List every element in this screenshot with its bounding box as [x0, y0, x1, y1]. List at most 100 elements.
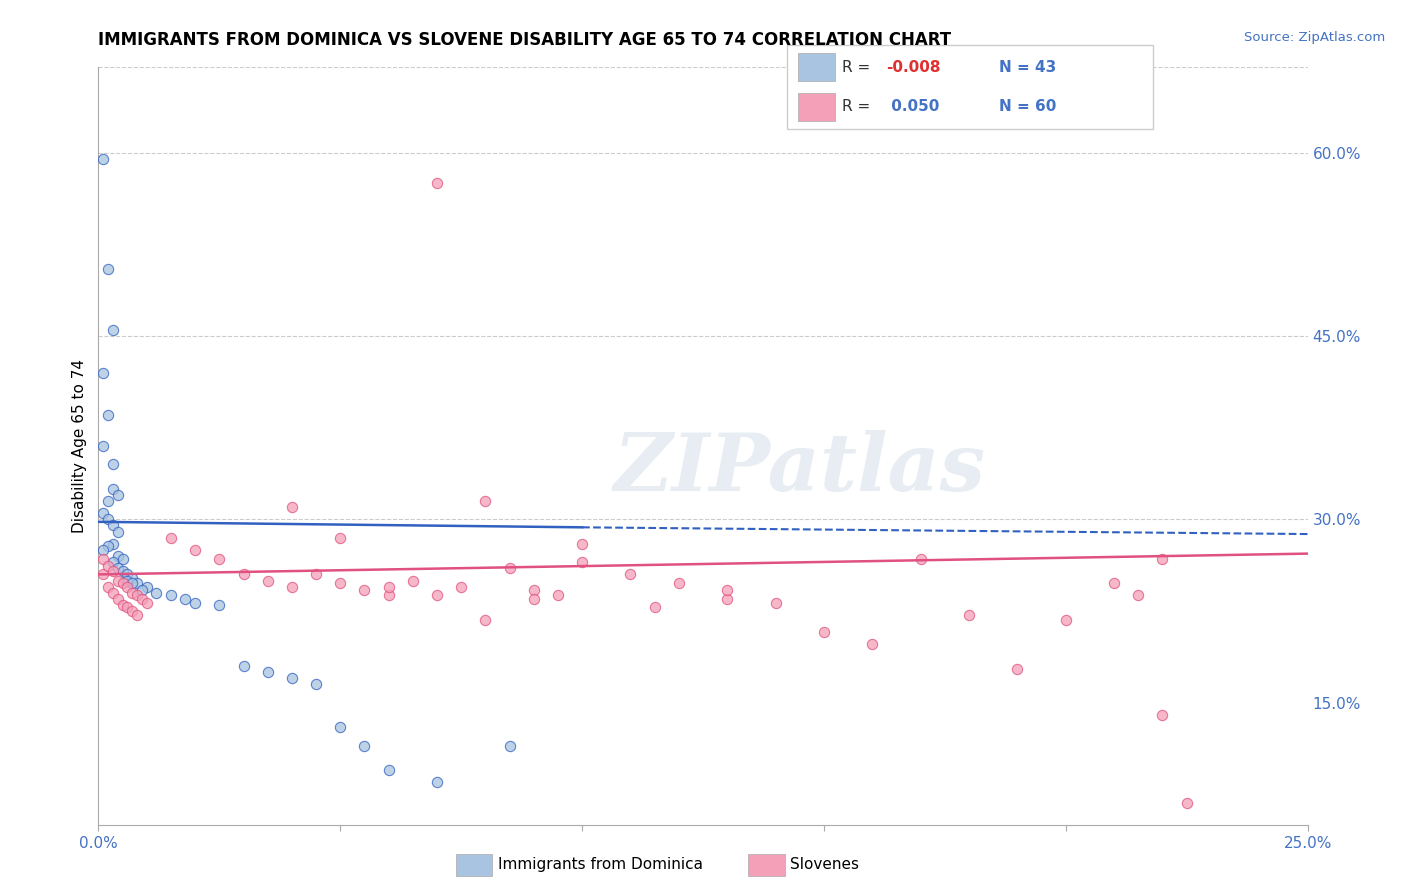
Point	[765, 595, 787, 609]
Text: -0.008: -0.008	[886, 60, 941, 75]
Text: R =: R =	[842, 60, 876, 75]
Point	[101, 564, 124, 578]
Y-axis label: Disability Age 65 to 74: Disability Age 65 to 74	[72, 359, 87, 533]
Text: 0.050: 0.050	[886, 99, 939, 114]
Point	[353, 739, 375, 753]
Point	[107, 561, 129, 575]
Point	[208, 551, 231, 566]
Point	[107, 591, 129, 606]
Point	[644, 600, 666, 615]
Point	[97, 512, 120, 526]
Point	[127, 588, 149, 602]
Point	[174, 591, 197, 606]
Point	[571, 555, 593, 569]
FancyBboxPatch shape	[787, 45, 1153, 129]
Point	[121, 586, 143, 600]
Point	[860, 637, 883, 651]
Point	[101, 323, 124, 337]
Point	[281, 500, 304, 515]
Point	[1152, 551, 1174, 566]
Point	[281, 671, 304, 685]
Point	[329, 720, 352, 734]
Point	[329, 531, 352, 545]
Point	[97, 261, 120, 276]
Point	[97, 558, 120, 573]
Text: R =: R =	[842, 99, 876, 114]
Point	[97, 409, 120, 423]
Point	[619, 567, 641, 582]
Point	[91, 152, 114, 166]
Text: IMMIGRANTS FROM DOMINICA VS SLOVENE DISABILITY AGE 65 TO 74 CORRELATION CHART: IMMIGRANTS FROM DOMINICA VS SLOVENE DISA…	[98, 31, 952, 49]
Point	[97, 539, 120, 553]
Point	[101, 555, 124, 569]
Point	[101, 518, 124, 533]
Point	[716, 583, 738, 598]
Point	[117, 600, 139, 615]
Point	[101, 482, 124, 496]
Point	[184, 595, 207, 609]
Point	[184, 543, 207, 558]
FancyBboxPatch shape	[456, 855, 492, 876]
Point	[377, 580, 399, 594]
Text: Source: ZipAtlas.com: Source: ZipAtlas.com	[1244, 31, 1385, 45]
Point	[232, 659, 254, 673]
Point	[547, 588, 569, 602]
Point	[498, 739, 520, 753]
Point	[117, 574, 139, 588]
Point	[101, 537, 124, 551]
Point	[1007, 662, 1029, 676]
Point	[91, 567, 114, 582]
Point	[91, 366, 114, 380]
FancyBboxPatch shape	[799, 93, 835, 120]
Point	[135, 595, 157, 609]
Point	[377, 588, 399, 602]
Point	[305, 567, 328, 582]
Point	[117, 567, 139, 582]
Point	[813, 624, 835, 639]
Text: N = 43: N = 43	[1000, 60, 1057, 75]
Point	[1054, 613, 1077, 627]
Point	[329, 576, 352, 591]
Point	[668, 576, 690, 591]
Point	[135, 580, 157, 594]
Point	[1152, 708, 1174, 723]
Point	[111, 576, 134, 591]
Point	[208, 598, 231, 612]
Point	[256, 574, 278, 588]
Point	[127, 607, 149, 622]
Point	[107, 549, 129, 563]
Point	[91, 543, 114, 558]
Point	[232, 567, 254, 582]
Point	[571, 537, 593, 551]
Point	[107, 574, 129, 588]
Point	[121, 576, 143, 591]
Point	[131, 591, 153, 606]
Point	[256, 665, 278, 680]
Point	[474, 613, 496, 627]
Point	[121, 571, 143, 585]
Text: Slovenes: Slovenes	[790, 857, 859, 871]
Point	[1175, 796, 1198, 810]
FancyBboxPatch shape	[799, 54, 835, 81]
Point	[145, 586, 167, 600]
Point	[910, 551, 932, 566]
Point	[97, 494, 120, 508]
Point	[160, 588, 183, 602]
Point	[377, 763, 399, 777]
Point	[1102, 576, 1125, 591]
Point	[91, 551, 114, 566]
Point	[131, 583, 153, 598]
Point	[91, 439, 114, 453]
Point	[305, 677, 328, 691]
Point	[111, 598, 134, 612]
Point	[523, 583, 546, 598]
Point	[281, 580, 304, 594]
Point	[353, 583, 375, 598]
Point	[111, 564, 134, 578]
Point	[97, 580, 120, 594]
Point	[450, 580, 472, 594]
Point	[426, 775, 449, 789]
Point	[101, 586, 124, 600]
Point	[117, 580, 139, 594]
Point	[121, 604, 143, 618]
